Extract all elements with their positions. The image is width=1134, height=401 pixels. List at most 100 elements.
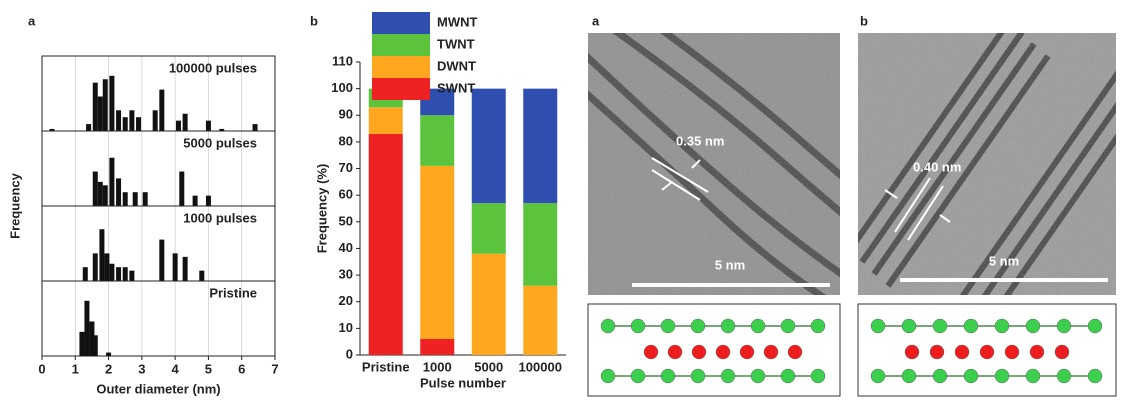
bar	[99, 229, 105, 281]
atom	[963, 318, 979, 334]
panel-name: Pristine	[209, 285, 257, 300]
atom	[963, 368, 979, 384]
diagram-frame	[857, 303, 1117, 397]
atom	[1054, 344, 1070, 360]
x-tick-label: 5000	[474, 359, 503, 374]
scale-bar-label: 5 nm	[989, 253, 1019, 268]
atom	[780, 368, 796, 384]
bar	[82, 267, 88, 281]
bar	[89, 321, 95, 356]
atom	[660, 368, 676, 384]
panel-frame	[41, 280, 276, 357]
y-tick-label: 40	[339, 240, 353, 255]
tem-image-a	[588, 33, 840, 295]
atom	[932, 318, 948, 334]
bar	[159, 89, 165, 131]
legend-swatch	[372, 56, 430, 78]
atom	[643, 344, 659, 360]
bar-segment	[471, 253, 506, 355]
atom	[929, 344, 945, 360]
atom	[810, 368, 826, 384]
atom	[690, 318, 706, 334]
bar	[136, 117, 142, 131]
atom	[691, 344, 707, 360]
y-tick-label: 0	[346, 346, 353, 361]
bar	[49, 128, 55, 131]
measurement-label: 0.40 nm	[913, 159, 961, 174]
measurement-label: 0.35 nm	[676, 133, 724, 148]
bar-segment	[523, 285, 558, 355]
bar	[106, 352, 112, 356]
bar	[116, 178, 122, 206]
legend-swatch	[372, 78, 430, 100]
bar-segment	[420, 115, 455, 166]
measure-lines	[632, 157, 1108, 287]
bar	[252, 124, 258, 131]
atom	[667, 344, 683, 360]
atom	[739, 344, 755, 360]
y-tick-label: 20	[339, 293, 353, 308]
x-tick-label: 1	[72, 361, 79, 376]
y-tick-label: 10	[339, 320, 353, 335]
x-tick-label: 7	[271, 361, 278, 376]
bar	[92, 253, 98, 281]
bar	[86, 124, 92, 131]
x-axis-label: Pulse number	[420, 375, 506, 390]
panel-label: b	[310, 13, 318, 28]
legend-swatch	[372, 34, 430, 56]
legend-label: TWNT	[437, 36, 475, 51]
atom	[660, 318, 676, 334]
x-tick-label: 0	[38, 361, 45, 376]
y-tick-label: 70	[339, 160, 353, 175]
atom	[630, 368, 646, 384]
atom	[750, 318, 766, 334]
atom	[1004, 344, 1020, 360]
bar	[109, 263, 115, 281]
atom	[715, 344, 731, 360]
atom	[690, 368, 706, 384]
x-tick-label: 3	[138, 361, 145, 376]
panel-label: a	[592, 13, 600, 28]
bar	[122, 117, 128, 131]
atom	[870, 368, 886, 384]
legend-swatch	[372, 12, 430, 34]
atom	[994, 318, 1010, 334]
atom	[720, 368, 736, 384]
atom	[994, 368, 1010, 384]
bar	[104, 253, 110, 281]
bar	[179, 171, 185, 206]
x-tick-label: 1000	[423, 359, 452, 374]
panel-label: a	[28, 13, 36, 28]
y-tick-label: 60	[339, 187, 353, 202]
tem-image-b	[858, 33, 1116, 295]
panel-name: 1000 pulses	[183, 210, 257, 225]
atom	[901, 368, 917, 384]
atom	[954, 344, 970, 360]
bar	[92, 335, 98, 356]
x-tick-label: 2	[105, 361, 112, 376]
bar-segment	[471, 88, 506, 204]
bar	[205, 120, 211, 131]
y-axis-label: Frequency (%)	[314, 164, 329, 254]
bar	[122, 192, 128, 206]
bar	[129, 270, 135, 281]
bar	[182, 256, 188, 281]
atom	[1029, 344, 1045, 360]
scale-bar-label: 5 nm	[715, 257, 745, 272]
bar	[102, 185, 108, 206]
atom	[787, 344, 803, 360]
bar-segment	[420, 165, 455, 340]
bar	[84, 300, 90, 356]
legend-label: DWNT	[437, 58, 476, 73]
bar-segment	[523, 88, 558, 204]
atom	[600, 368, 616, 384]
atom	[979, 344, 995, 360]
bar	[192, 195, 198, 206]
x-tick-label: 6	[238, 361, 245, 376]
y-tick-label: 100	[331, 80, 353, 95]
atom	[870, 318, 886, 334]
atom	[630, 318, 646, 334]
bar	[175, 120, 181, 131]
bar-segment	[523, 203, 558, 286]
bar	[97, 96, 103, 131]
